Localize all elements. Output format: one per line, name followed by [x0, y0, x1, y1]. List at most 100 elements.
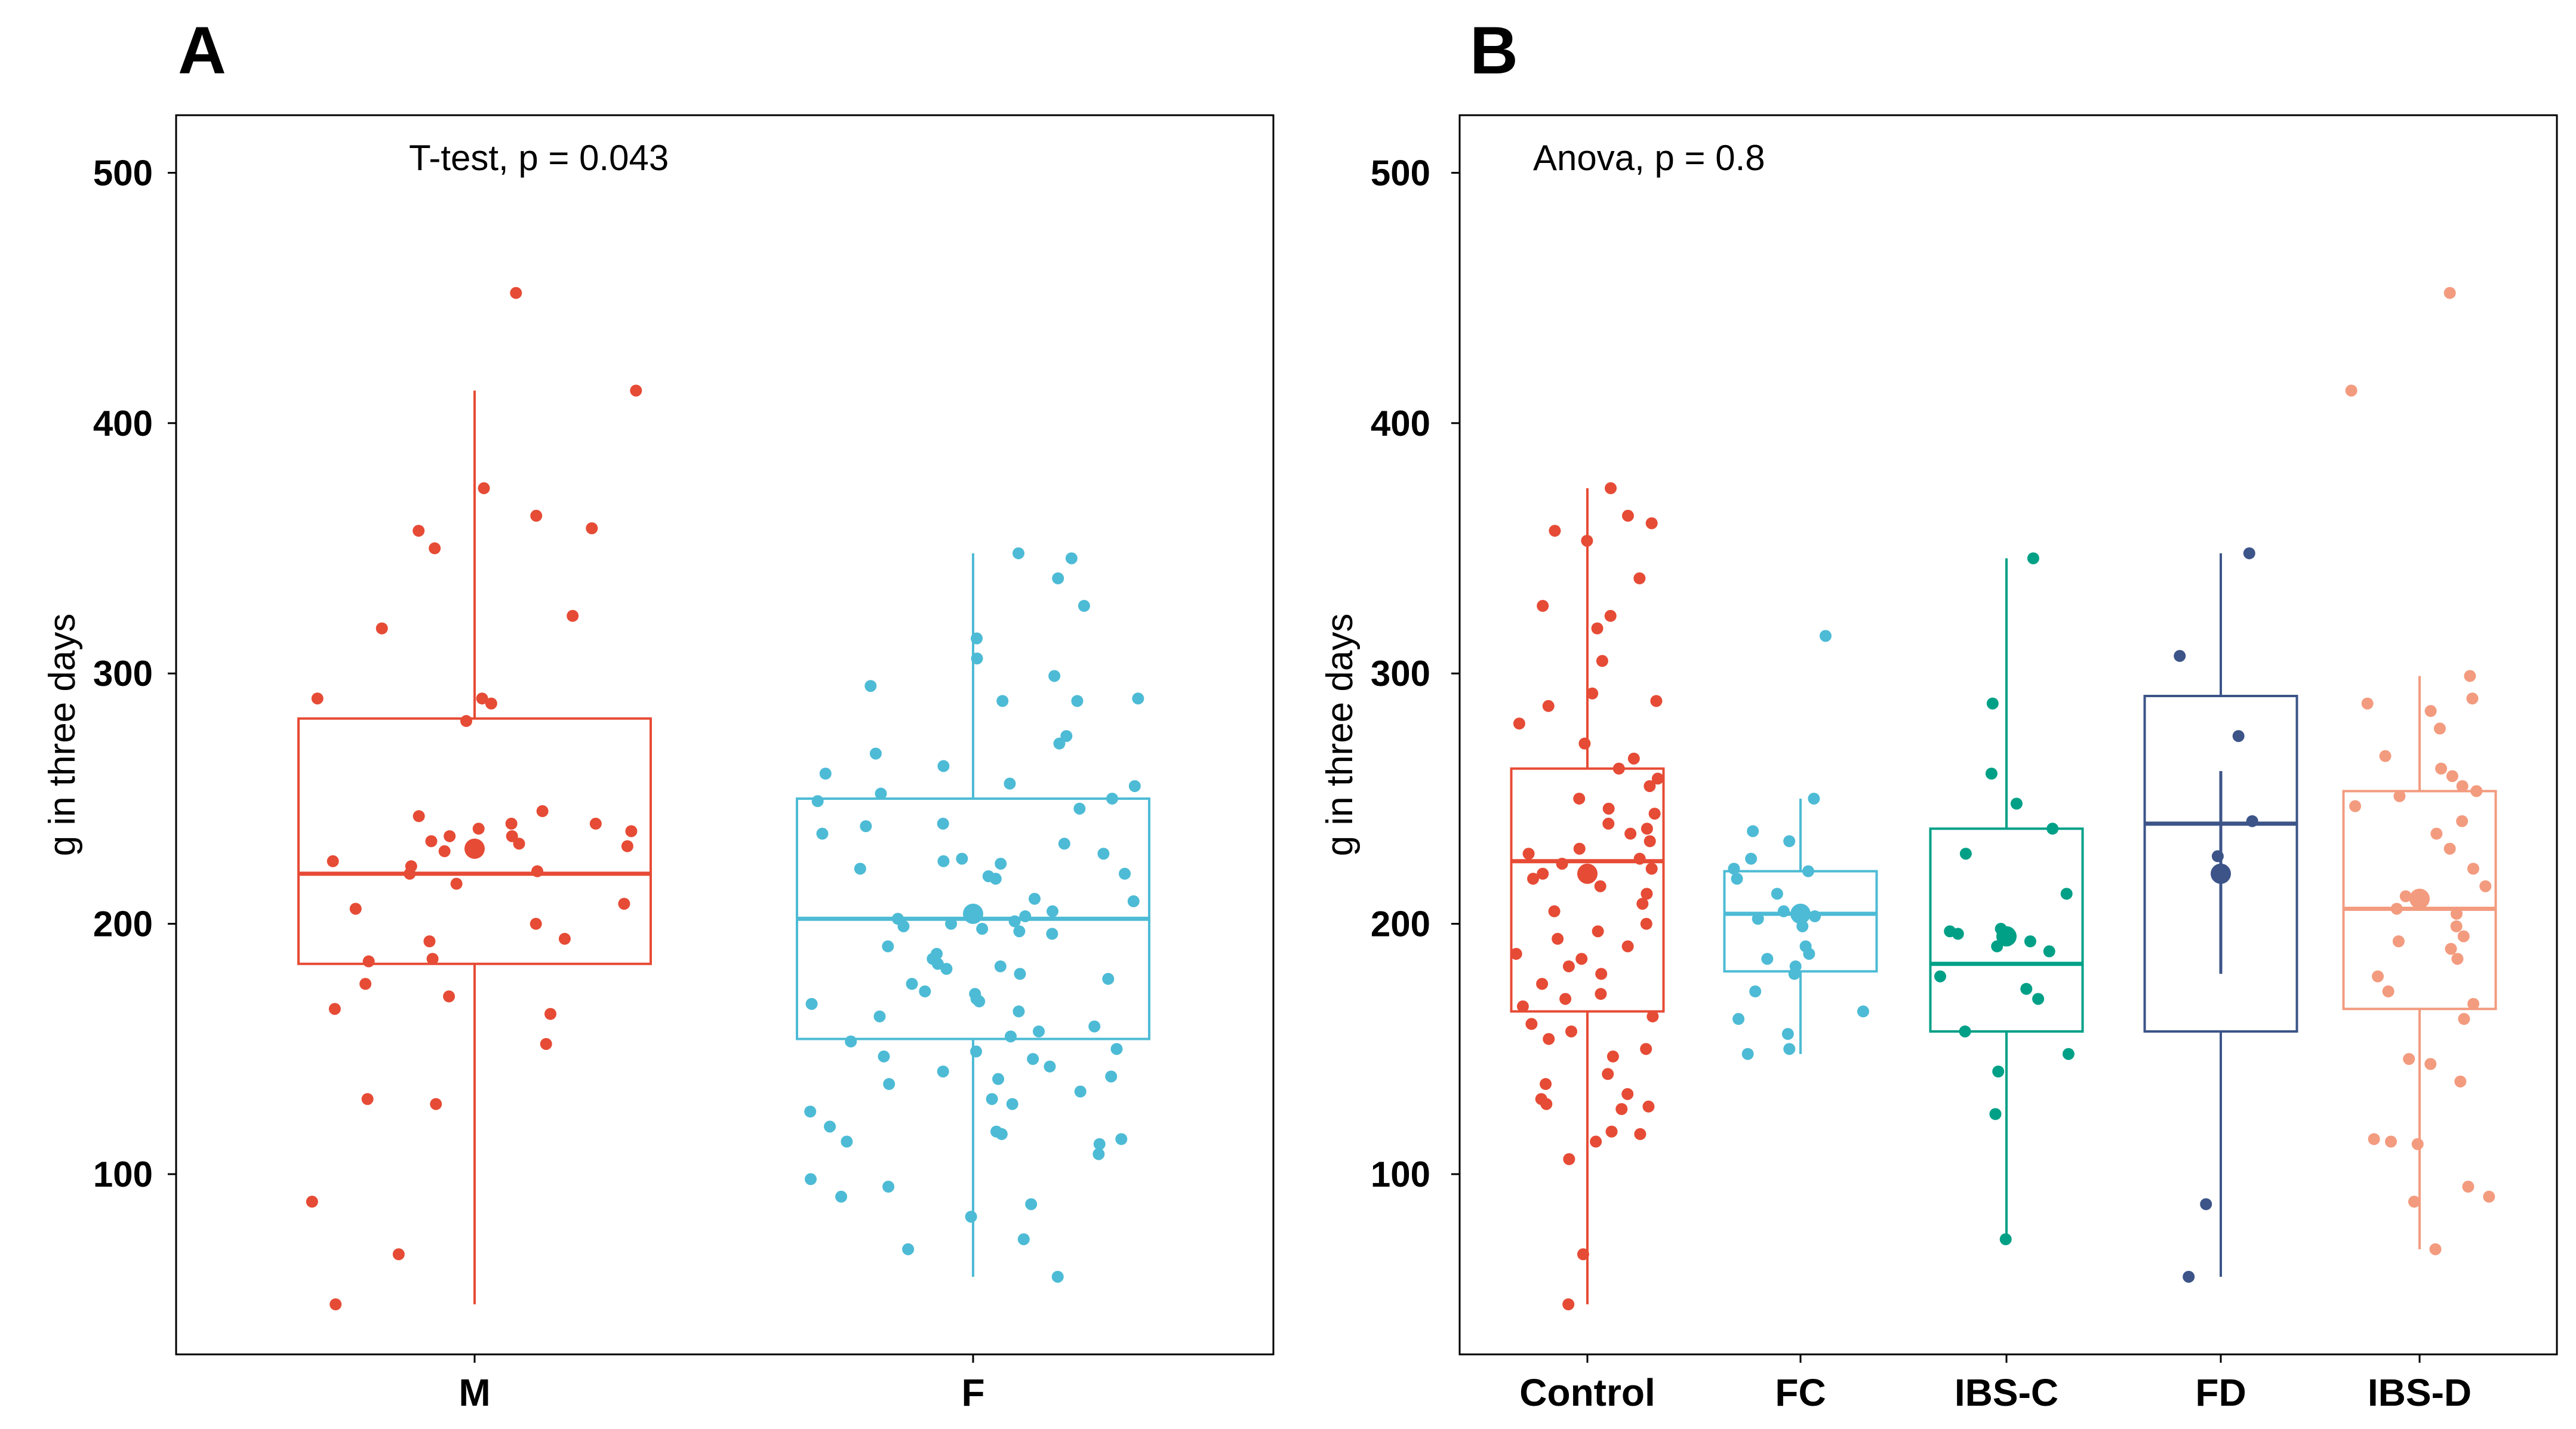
data-point [1132, 692, 1144, 705]
data-point [819, 768, 832, 780]
data-point [816, 827, 829, 840]
data-point [544, 1008, 557, 1020]
data-point [897, 920, 910, 932]
data-point [1510, 947, 1522, 960]
data-point [1602, 817, 1615, 830]
data-point [1989, 1108, 2002, 1120]
data-point [2424, 1058, 2437, 1070]
data-point [1645, 517, 1658, 529]
data-point [413, 525, 425, 537]
data-point [1788, 968, 1801, 980]
data-point [1648, 808, 1661, 820]
data-point [2467, 863, 2479, 875]
data-point [311, 692, 324, 705]
data-point [1592, 925, 1604, 938]
data-point [1004, 777, 1016, 790]
data-point [1606, 1050, 1619, 1062]
data-point [2390, 903, 2403, 915]
data-point [1127, 895, 1140, 907]
data-point [1591, 622, 1604, 635]
data-point [1014, 968, 1026, 980]
y-axis-a: 100 200 300 400 500 [93, 153, 176, 1194]
data-point [2451, 953, 2464, 965]
data-point [472, 823, 485, 835]
data-point [2424, 705, 2437, 717]
data-point [2456, 815, 2469, 827]
data-point [349, 903, 362, 915]
data-point [2470, 785, 2483, 797]
data-point [1985, 768, 1998, 780]
data-point [1540, 1078, 1552, 1091]
data-point [536, 805, 549, 817]
data-point [1644, 780, 1656, 792]
data-point [869, 747, 882, 760]
data-point [1012, 547, 1025, 559]
data-point [505, 817, 518, 830]
data-point [485, 697, 497, 710]
data-point [2454, 1075, 2467, 1088]
data-point [2435, 762, 2448, 775]
data-point [1088, 1020, 1101, 1033]
data-point [1728, 863, 1740, 875]
data-point [989, 873, 1002, 885]
data-point [2183, 1270, 2195, 1283]
data-point [2382, 985, 2395, 997]
data-point [1621, 1088, 1634, 1100]
data-point [1641, 888, 1653, 900]
data-point [976, 923, 989, 935]
data-point [994, 960, 1007, 972]
annotation-ttest: T-test, p = 0.043 [409, 138, 669, 178]
y-tick-label: 100 [1371, 1154, 1430, 1194]
box-iqr [2342, 790, 2497, 1011]
data-point [2232, 730, 2245, 743]
data-point [1986, 697, 1999, 710]
data-point [2393, 790, 2406, 802]
data-point [1761, 953, 1774, 965]
data-point [1745, 852, 1758, 865]
plot-frame-b [1458, 114, 2558, 1356]
data-point [443, 990, 456, 1003]
data-point [1119, 867, 1131, 880]
box-iqr [2143, 694, 2298, 1033]
data-point [2349, 800, 2362, 812]
data-point [625, 825, 638, 837]
data-point [854, 863, 866, 875]
mean-point [464, 838, 485, 859]
data-point [1581, 534, 1593, 547]
data-point [506, 830, 518, 842]
data-point [2371, 970, 2384, 983]
data-point [2243, 547, 2255, 559]
data-point [2430, 827, 2443, 840]
data-point [2032, 993, 2045, 1005]
data-point [1747, 825, 1759, 837]
data-point [359, 978, 372, 990]
data-point [423, 935, 436, 947]
data-point [2443, 287, 2456, 299]
data-point [1596, 655, 1608, 667]
data-point [1549, 525, 1561, 537]
data-point [1650, 695, 1663, 707]
data-point [392, 1248, 405, 1261]
data-point [450, 877, 463, 890]
data-point [1071, 695, 1084, 707]
data-point [2043, 945, 2055, 957]
data-point [1621, 940, 1634, 953]
data-point [1634, 1128, 1646, 1140]
data-point [1959, 848, 1972, 860]
data-point [1562, 1298, 1575, 1311]
data-point [2462, 1181, 2475, 1193]
data-point [1005, 1030, 1017, 1043]
data-point [937, 817, 949, 830]
box-iqr [1929, 827, 2084, 1033]
data-point [970, 1045, 983, 1058]
data-point [965, 1211, 977, 1223]
x-tick-label: IBS-C [1955, 1371, 2058, 1414]
data-point [1640, 917, 1652, 930]
data-point [2379, 750, 2392, 762]
data-point [1633, 572, 1646, 584]
data-point [430, 1098, 442, 1110]
data-point [1033, 1025, 1045, 1037]
data-point [1641, 823, 1653, 835]
group-control [1510, 482, 1665, 1311]
